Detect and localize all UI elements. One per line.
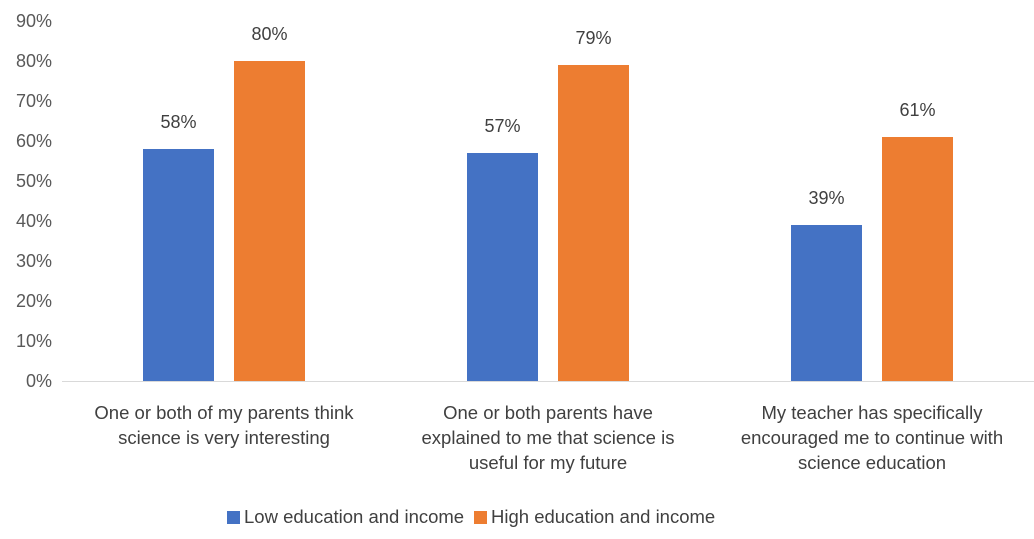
- bar: [882, 137, 953, 381]
- legend: Low education and income High education a…: [227, 506, 715, 527]
- category-label: One or both parents have: [443, 402, 653, 423]
- data-label: 79%: [575, 28, 611, 48]
- category-label: science is very interesting: [118, 427, 330, 448]
- category-label: explained to me that science is: [422, 427, 675, 448]
- bar: [143, 149, 214, 381]
- legend-label: High education and income: [491, 506, 715, 527]
- data-label: 61%: [899, 100, 935, 120]
- category-label: science education: [798, 452, 946, 473]
- y-tick-label: 90%: [16, 11, 52, 31]
- data-label: 58%: [160, 112, 196, 132]
- y-tick-label: 10%: [16, 331, 52, 351]
- category-label: encouraged me to continue with: [741, 427, 1003, 448]
- legend-swatch: [227, 511, 240, 524]
- category-label: One or both of my parents think: [94, 402, 354, 423]
- legend-label: Low education and income: [244, 506, 464, 527]
- legend-swatch: [474, 511, 487, 524]
- data-label: 80%: [251, 24, 287, 44]
- category-label: My teacher has specifically: [761, 402, 983, 423]
- y-axis: 0% 10% 20% 30% 40% 50% 60% 70% 80% 90%: [16, 11, 52, 391]
- data-label: 39%: [808, 188, 844, 208]
- bar: [558, 65, 629, 381]
- y-tick-label: 20%: [16, 291, 52, 311]
- y-tick-label: 40%: [16, 211, 52, 231]
- y-tick-label: 50%: [16, 171, 52, 191]
- x-axis: One or both of my parents think science i…: [62, 381, 1034, 473]
- y-tick-label: 70%: [16, 91, 52, 111]
- category-label: useful for my future: [469, 452, 627, 473]
- bar: [467, 153, 538, 381]
- y-tick-label: 80%: [16, 51, 52, 71]
- bar: [234, 61, 305, 381]
- data-label: 57%: [484, 116, 520, 136]
- y-tick-label: 0%: [26, 371, 52, 391]
- bars: 58% 80% 57% 79% 39% 61%: [143, 24, 953, 381]
- bar: [791, 225, 862, 381]
- y-tick-label: 60%: [16, 131, 52, 151]
- y-tick-label: 30%: [16, 251, 52, 271]
